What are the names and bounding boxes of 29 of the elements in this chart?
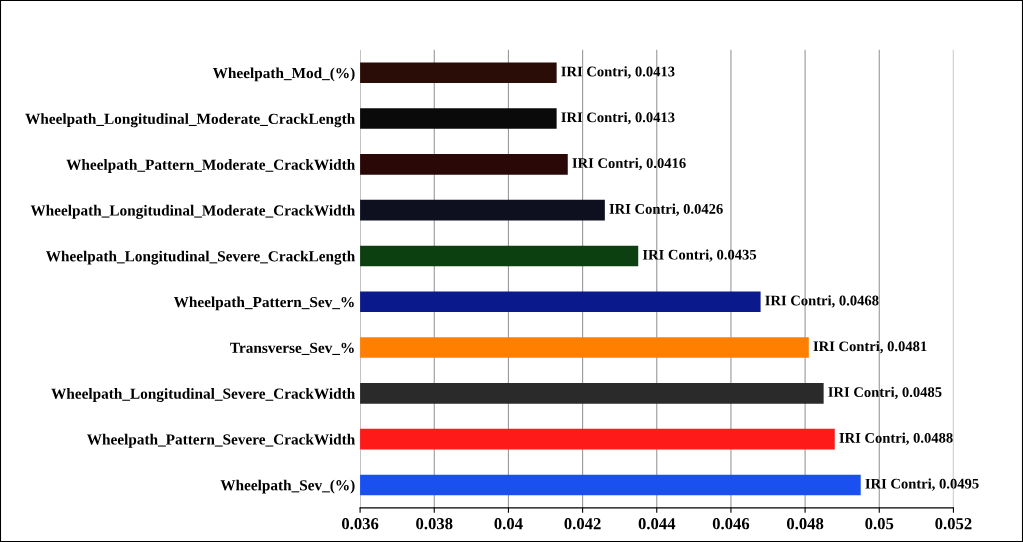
y-tick-label: Wheelpath_Longitudinal_Moderate_CrackLength xyxy=(25,113,356,128)
x-tick-label: 0.036 xyxy=(341,518,379,530)
x-tick-label: 0.05 xyxy=(865,518,894,530)
data-label: IRI Contri, 0.0416 xyxy=(572,157,686,171)
x-tick-label: 0.04 xyxy=(494,518,523,530)
data-label: IRI Contri, 0.0435 xyxy=(642,249,757,262)
x-tick-label: 0.038 xyxy=(416,518,453,530)
x-tick-label: 0.052 xyxy=(935,518,972,530)
y-tick-label: Wheelpath_Longitudinal_Moderate_CrackWidth xyxy=(30,204,356,219)
y-tick-label: Wheelpath_Pattern_Moderate_CrackWidth xyxy=(66,159,356,173)
x-tick-label: 0.042 xyxy=(564,518,601,530)
x-tick-label: 0.046 xyxy=(712,518,750,530)
data-label: IRI Contri, 0.0468 xyxy=(765,295,879,308)
y-tick-label: Wheelpath_Pattern_Sev_% xyxy=(173,296,354,311)
data-label: IRI Contri, 0.0481 xyxy=(813,340,927,354)
y-tick-label: Wheelpath_Longitudinal_Severe_CrackLength xyxy=(45,250,356,265)
y-tick-label: Transverse_Sev_% xyxy=(230,342,354,355)
data-label: IRI Contri, 0.0485 xyxy=(828,386,942,400)
data-label: IRI Contri, 0.0413 xyxy=(561,111,675,125)
y-tick-label: Wheelpath_Longitudinal_Severe_CrackWidth xyxy=(51,388,356,403)
data-label: IRI Contri, 0.0426 xyxy=(609,203,723,216)
y-tick-label: Wheelpath_Mod_(%) xyxy=(212,67,355,82)
data-label: IRI Contri, 0.0488 xyxy=(839,432,953,445)
x-tick-label: 0.048 xyxy=(786,518,824,530)
data-label: IRI Contri, 0.0413 xyxy=(561,66,675,79)
y-tick-label: Wheelpath_Sev_(%) xyxy=(220,479,355,494)
y-tick-label: Wheelpath_Pattern_Severe_CrackWidth xyxy=(86,433,356,448)
data-label: IRI Contri, 0.0495 xyxy=(865,478,979,491)
x-tick-label: 0.044 xyxy=(638,518,676,530)
